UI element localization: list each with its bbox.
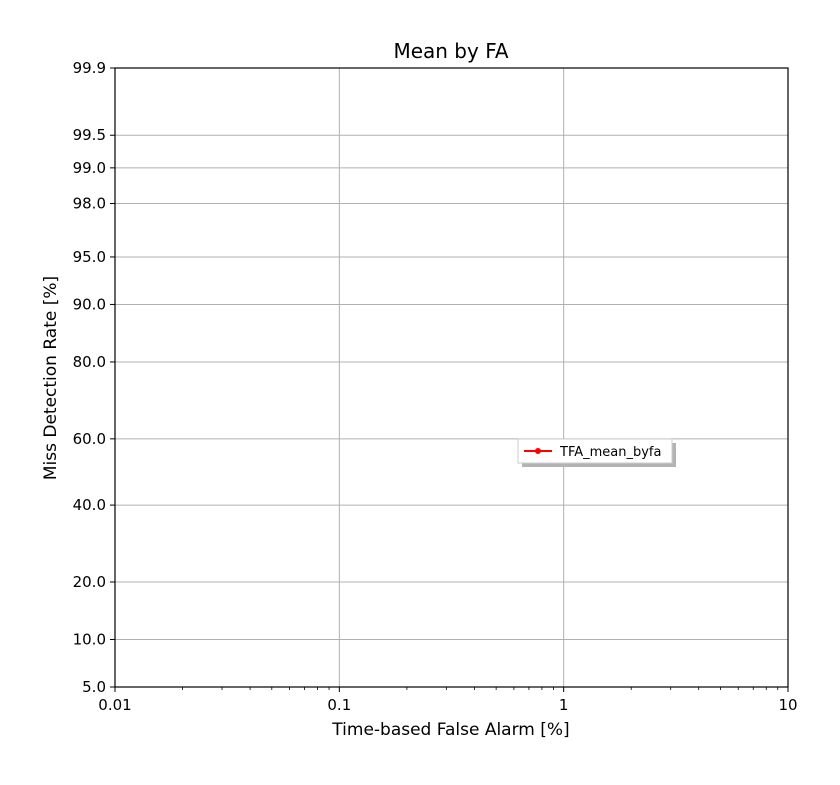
y-tick-label: 5.0 [82, 678, 106, 696]
legend: TFA_mean_byfa [517, 438, 676, 467]
x-axis-ticks: 0.01 0.1 1 10 [98, 687, 798, 714]
legend-entry-label: TFA_mean_byfa [559, 445, 661, 460]
x-tick-label: 0.1 [327, 696, 351, 714]
y-tick-label: 20.0 [73, 573, 106, 591]
y-tick-label: 99.0 [73, 159, 106, 177]
y-tick-label: 99.9 [73, 59, 106, 77]
plot-area-frame [114, 67, 789, 688]
y-axis-ticks: 5.0 10.0 20.0 40.0 60.0 80.0 90.0 95.0 98.0 99.0 9… [73, 59, 115, 696]
x-tick-label: 0.01 [98, 696, 131, 714]
x-tick-label: 1 [559, 696, 569, 714]
chart-title: Mean by FA [393, 39, 508, 63]
grid-lines [115, 68, 788, 687]
x-minor-ticks [182, 687, 779, 690]
legend-marker-swatch [535, 448, 541, 454]
y-tick-label: 60.0 [73, 430, 106, 448]
y-tick-label: 90.0 [73, 295, 106, 313]
x-tick-label: 10 [778, 696, 797, 714]
y-tick-label: 95.0 [73, 248, 106, 266]
y-tick-label: 98.0 [73, 194, 106, 212]
y-tick-label: 40.0 [73, 496, 106, 514]
y-axis-label: Miss Detection Rate [%] [41, 276, 61, 480]
y-tick-label: 10.0 [73, 631, 106, 649]
x-axis-label: Time-based False Alarm [%] [331, 720, 569, 740]
y-tick-label: 80.0 [73, 353, 106, 371]
y-tick-label: 99.5 [73, 126, 106, 144]
